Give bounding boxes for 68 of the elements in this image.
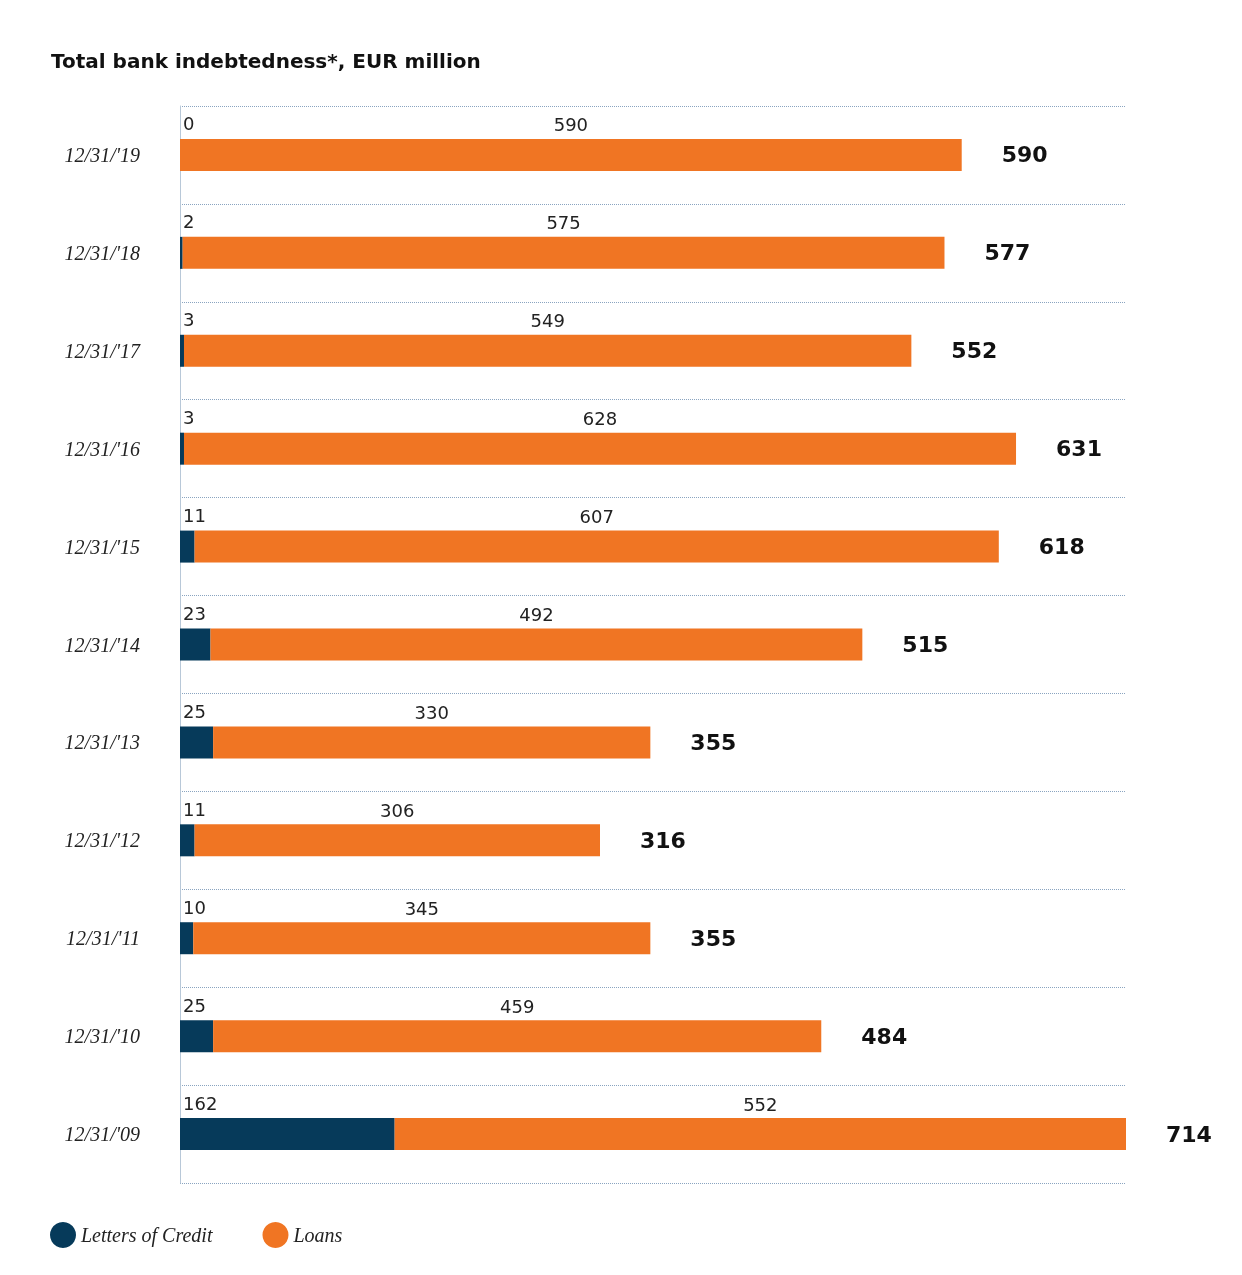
y-tick-label: 12/31/'18: [64, 241, 140, 264]
bar: [210, 628, 863, 661]
data-label: 459: [500, 995, 535, 1017]
data-label: 549: [530, 310, 565, 332]
y-tick-label: 12/31/'14: [64, 633, 140, 656]
y-tick-label: 12/31/'19: [64, 143, 140, 166]
data-label: 11: [183, 505, 206, 527]
bar: [180, 922, 194, 955]
total-label: 577: [984, 240, 1031, 266]
y-tick-label: 12/31/'09: [64, 1123, 140, 1146]
total-label: 631: [1056, 436, 1102, 462]
bar: [180, 530, 195, 563]
bar: [183, 334, 912, 367]
total-label: 590: [553, 114, 589, 136]
data-label: 330: [414, 701, 449, 723]
y-tick-label: 12/31/'17: [64, 339, 141, 362]
bar: [182, 236, 945, 269]
bar: [180, 1020, 214, 1053]
y-tick-label: 12/31/'15: [64, 535, 140, 558]
bar: [213, 1020, 822, 1053]
data-label: 11: [183, 798, 206, 820]
total-label: 484: [861, 1023, 908, 1049]
bar: [194, 530, 999, 563]
bar: [213, 726, 651, 759]
y-tick-label: 12/31/'13: [64, 731, 140, 754]
total-label: 316: [640, 827, 686, 853]
data-label: 0: [183, 113, 195, 135]
y-tick-label: 12/31/'16: [64, 437, 140, 460]
data-label: 607: [579, 506, 614, 528]
data-label: 23: [183, 603, 206, 624]
legend-label: Loans: [292, 1224, 343, 1246]
bar: [180, 432, 184, 465]
data-label: 25: [183, 700, 206, 722]
total-label: 552: [951, 338, 998, 364]
data-label: 2: [183, 211, 195, 233]
data-label: 25: [183, 994, 206, 1016]
bar: [180, 138, 962, 171]
bar: [180, 824, 195, 857]
total-label: 515: [902, 632, 949, 657]
total-label: 618: [1038, 534, 1085, 560]
bar: [194, 824, 600, 857]
data-label: 10: [183, 896, 206, 918]
bar: [180, 334, 184, 367]
data-label: 3: [183, 309, 195, 331]
bar: [193, 922, 651, 955]
data-label: 162: [183, 1092, 218, 1114]
y-tick-label: 12/31/'10: [64, 1025, 140, 1048]
legend-label: Letters of Credit: [80, 1224, 213, 1247]
data-label: 590: [1001, 142, 1048, 168]
bar: [180, 1118, 395, 1151]
bar: [180, 236, 183, 269]
data-label: 552: [743, 1093, 778, 1115]
data-label: 492: [519, 604, 554, 625]
data-label: 3: [183, 407, 195, 429]
bar: [394, 1118, 1126, 1151]
y-tick-label: 12/31/'11: [66, 927, 140, 950]
data-label: 345: [404, 897, 439, 919]
bar: [180, 726, 214, 759]
chart-title: Total bank indebtedness*, EUR million: [51, 49, 481, 73]
total-label: 714: [1166, 1121, 1212, 1147]
total-label: 355: [690, 925, 737, 951]
data-label: 306: [380, 799, 415, 821]
y-tick-label: 12/31/'12: [64, 829, 140, 852]
total-label: 355: [690, 729, 737, 755]
data-label: 628: [582, 408, 618, 430]
bar: [183, 432, 1017, 465]
bar: [180, 628, 211, 661]
data-label: 575: [546, 212, 581, 234]
